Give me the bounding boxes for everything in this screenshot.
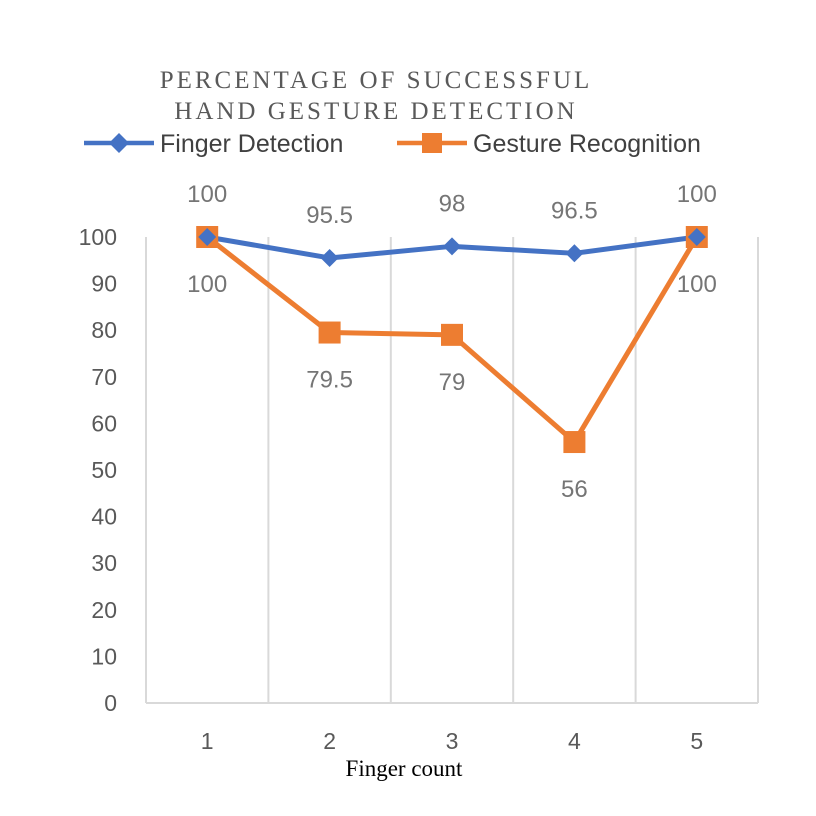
y-tick-label: 80	[91, 317, 117, 343]
data-label-gesture-recognition: 100	[187, 271, 227, 298]
y-tick-label: 70	[91, 364, 117, 390]
data-label-finger-detection: 100	[187, 181, 227, 208]
legend-label-gesture-recognition: Gesture Recognition	[473, 130, 701, 158]
y-tick-label: 90	[91, 271, 117, 297]
y-tick-label: 40	[91, 504, 117, 530]
data-label-finger-detection: 96.5	[551, 197, 598, 224]
point-gesture-recognition	[318, 321, 341, 344]
x-tick-label: 1	[201, 728, 214, 754]
y-tick-label: 100	[79, 224, 117, 250]
data-label-finger-detection: 95.5	[306, 202, 353, 229]
point-gesture-recognition	[563, 431, 586, 454]
point-finger-detection	[198, 228, 217, 246]
x-tick-label: 2	[323, 728, 336, 754]
legend: Finger Detection Gesture Recognition	[84, 130, 701, 158]
point-finger-detection	[320, 248, 339, 267]
data-label-gesture-recognition: 56	[561, 476, 588, 503]
x-tick-label: 3	[446, 728, 459, 754]
y-tick-label: 0	[104, 690, 117, 716]
x-axis-title: Finger count	[346, 756, 464, 781]
y-tick-label: 20	[91, 597, 117, 623]
point-finger-detection	[565, 244, 584, 263]
data-label-gesture-recognition: 79	[439, 369, 466, 396]
chart-title-line-1: PERCENTAGE OF SUCCESSFUL	[160, 67, 593, 94]
point-finger-detection	[687, 228, 706, 246]
y-tick-label: 30	[91, 550, 117, 576]
legend-marker-gesture-recognition	[422, 133, 442, 153]
x-tick-label: 4	[568, 728, 581, 754]
data-label-finger-detection: 98	[439, 190, 466, 217]
point-gesture-recognition	[441, 323, 463, 346]
legend-marker-finger-detection	[109, 133, 129, 153]
x-tick-label: 5	[690, 728, 703, 754]
data-label-gesture-recognition: 100	[677, 271, 717, 298]
legend-label-finger-detection: Finger Detection	[160, 130, 343, 158]
y-tick-label: 50	[91, 457, 117, 483]
y-tick-label: 60	[91, 410, 117, 436]
plot-area: 0 10 20 30 40 50 60 70 80 90 100 1 2 3 4 5 100 95.5 98 96.5…	[79, 181, 759, 754]
chart-title-line-2: HAND GESTURE DETECTION	[174, 98, 577, 125]
data-label-finger-detection: 100	[677, 181, 717, 208]
y-tick-label: 10	[91, 643, 117, 669]
point-finger-detection	[443, 237, 461, 256]
data-label-gesture-recognition: 79.5	[306, 367, 353, 394]
